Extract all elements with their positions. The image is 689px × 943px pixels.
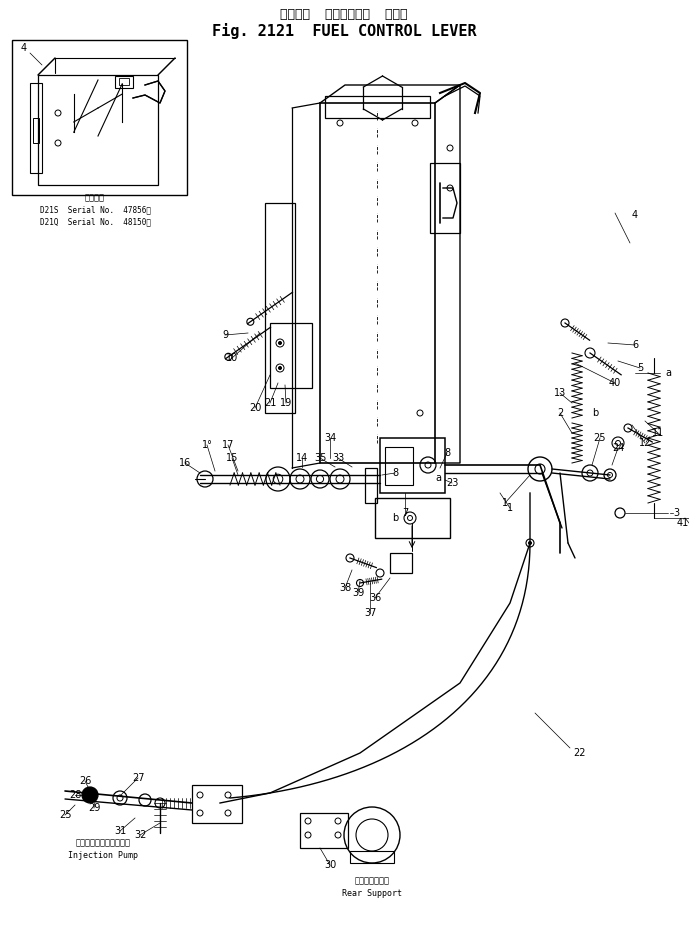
Bar <box>380 438 445 493</box>
Bar <box>325 96 430 118</box>
Bar <box>115 76 133 88</box>
Bar <box>119 78 129 85</box>
Text: 38: 38 <box>339 583 351 593</box>
Text: a: a <box>435 473 441 483</box>
Text: 27: 27 <box>132 773 144 783</box>
Text: 4: 4 <box>21 43 27 53</box>
Text: 25: 25 <box>59 810 71 820</box>
Text: 24: 24 <box>612 443 624 453</box>
Text: 17: 17 <box>222 440 234 450</box>
Text: フェエル  コントロール  レバー: フェエル コントロール レバー <box>280 8 408 22</box>
Bar <box>300 813 348 848</box>
Text: 3: 3 <box>673 508 679 518</box>
Bar <box>350 851 394 863</box>
Bar <box>12 40 187 195</box>
Text: 8: 8 <box>392 468 398 478</box>
Text: D21Q  Serial No.  48150～: D21Q Serial No. 48150～ <box>39 218 150 226</box>
Text: 9: 9 <box>222 330 228 340</box>
Text: 35: 35 <box>313 453 326 463</box>
Bar <box>320 103 435 463</box>
Bar <box>270 323 312 388</box>
Text: 32: 32 <box>134 830 146 840</box>
Circle shape <box>82 787 98 803</box>
Text: b: b <box>592 408 598 418</box>
Text: 22: 22 <box>574 748 586 758</box>
Text: 8: 8 <box>444 448 450 458</box>
Bar <box>265 203 295 413</box>
Text: 25: 25 <box>594 433 606 443</box>
Text: 2: 2 <box>557 408 563 418</box>
Text: D21S  Serial No.  47856～: D21S Serial No. 47856～ <box>39 206 150 214</box>
Text: 10: 10 <box>226 353 238 363</box>
Text: 37: 37 <box>364 608 376 618</box>
Text: 5: 5 <box>637 363 643 373</box>
Text: 30: 30 <box>324 860 336 870</box>
Bar <box>385 447 413 485</box>
Text: 20: 20 <box>249 403 261 413</box>
Text: 29: 29 <box>88 803 100 813</box>
Text: 21: 21 <box>264 398 276 408</box>
Text: 1: 1 <box>507 503 513 513</box>
Text: a: a <box>665 368 671 378</box>
Text: 31: 31 <box>114 826 126 836</box>
Text: 16: 16 <box>179 458 191 468</box>
Bar <box>192 785 242 823</box>
Text: 39: 39 <box>352 588 364 598</box>
Bar <box>390 553 412 573</box>
Text: リヤーサポート: リヤーサポート <box>355 876 389 885</box>
Text: 23: 23 <box>446 478 458 488</box>
Text: 14: 14 <box>296 453 308 463</box>
Text: 7: 7 <box>402 508 408 518</box>
Text: 34: 34 <box>324 433 336 443</box>
Bar <box>30 83 42 173</box>
Text: 1°: 1° <box>202 440 212 450</box>
Text: 11: 11 <box>652 428 664 438</box>
Text: 36: 36 <box>369 593 381 603</box>
Bar <box>365 468 377 503</box>
Text: b: b <box>392 513 398 523</box>
Text: Injection Pump: Injection Pump <box>68 851 138 859</box>
Bar <box>375 498 450 538</box>
Text: 12: 12 <box>639 438 651 448</box>
Text: 33: 33 <box>332 453 344 463</box>
Text: 19: 19 <box>280 398 292 408</box>
Bar <box>430 163 460 233</box>
Text: 4: 4 <box>632 210 638 220</box>
Bar <box>38 75 158 185</box>
Bar <box>33 118 39 143</box>
Text: 適用号機: 適用号機 <box>85 193 105 203</box>
Text: 40: 40 <box>609 378 621 388</box>
Text: 41: 41 <box>677 518 689 528</box>
Text: Fig. 2121  FUEL CONTROL LEVER: Fig. 2121 FUEL CONTROL LEVER <box>212 23 476 39</box>
Text: 1: 1 <box>502 498 508 508</box>
Text: 13: 13 <box>554 388 566 398</box>
Text: 6: 6 <box>632 340 638 350</box>
Text: 26: 26 <box>79 776 91 786</box>
Circle shape <box>278 341 282 344</box>
Text: Rear Support: Rear Support <box>342 888 402 898</box>
Circle shape <box>528 541 531 544</box>
Text: 28: 28 <box>69 790 81 800</box>
Circle shape <box>278 367 282 370</box>
Text: インジェクションポンプ: インジェクションポンプ <box>76 838 130 848</box>
Text: 15: 15 <box>226 453 238 463</box>
